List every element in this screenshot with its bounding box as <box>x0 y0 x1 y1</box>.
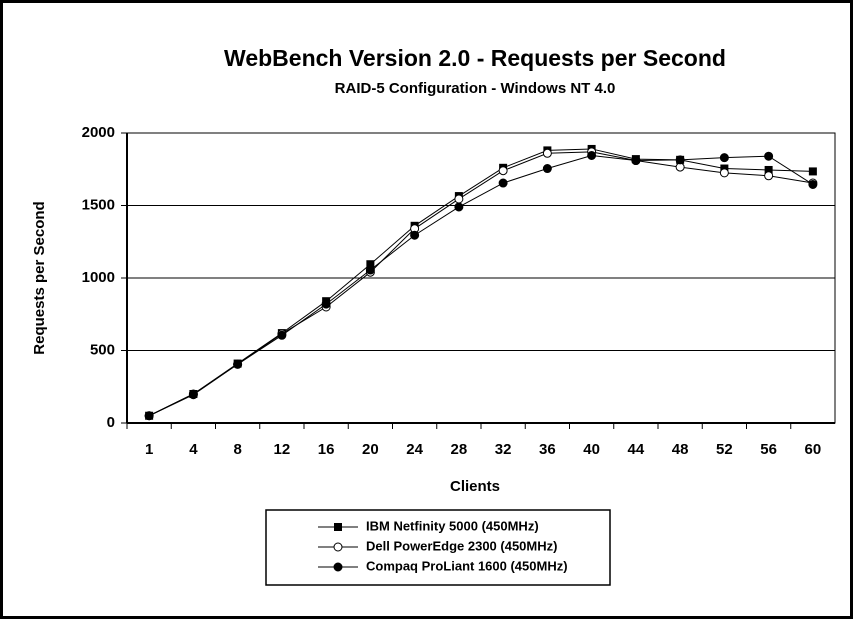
series-line <box>148 151 813 417</box>
x-tick-label: 32 <box>495 441 512 458</box>
legend-marker <box>334 523 342 531</box>
x-tick-label: 48 <box>672 441 689 458</box>
x-tick-label: 20 <box>362 441 379 458</box>
legend-marker <box>333 542 343 552</box>
y-tick-label: 1000 <box>82 269 115 286</box>
data-point <box>498 166 508 176</box>
x-tick-label: 16 <box>318 441 335 458</box>
data-point <box>808 167 817 176</box>
x-tick-label: 60 <box>805 441 822 458</box>
y-tick-label: 2000 <box>82 124 115 141</box>
x-tick-label: 28 <box>451 441 468 458</box>
data-point <box>498 178 508 188</box>
x-tick-label: 52 <box>716 441 733 458</box>
data-point <box>808 179 818 189</box>
y-tick-label: 500 <box>90 341 115 358</box>
data-point <box>542 164 552 174</box>
legend-marker <box>333 562 343 572</box>
data-point <box>365 265 375 275</box>
chart-title: WebBench Version 2.0 - Requests per Seco… <box>224 45 726 71</box>
chart-subtitle: RAID-5 Configuration - Windows NT 4.0 <box>335 80 616 97</box>
y-tick-label: 0 <box>107 414 115 431</box>
x-tick-label: 8 <box>233 441 241 458</box>
data-point <box>764 151 774 161</box>
data-point <box>454 194 464 204</box>
data-point <box>366 260 375 269</box>
series-line <box>148 154 814 417</box>
legend-label: IBM Netfinity 5000 (450MHz) <box>366 518 539 533</box>
x-tick-label: 56 <box>760 441 777 458</box>
data-point <box>675 155 685 165</box>
data-point <box>719 153 729 163</box>
data-point <box>542 148 552 158</box>
series-line <box>148 148 813 417</box>
x-tick-label: 24 <box>406 441 423 458</box>
data-point <box>719 168 729 178</box>
legend-label: Dell PowerEdge 2300 (450MHz) <box>366 538 557 553</box>
data-point <box>188 390 198 400</box>
x-tick-label: 36 <box>539 441 556 458</box>
data-point <box>587 150 597 160</box>
y-axis-label: Requests per Second <box>31 201 48 354</box>
data-point <box>321 299 331 309</box>
x-tick-label: 4 <box>189 441 198 458</box>
data-point <box>631 156 641 166</box>
data-point <box>764 165 773 174</box>
data-point <box>410 230 420 240</box>
x-tick-label: 44 <box>628 441 645 458</box>
x-tick-label: 40 <box>583 441 600 458</box>
y-tick-label: 1500 <box>82 196 115 213</box>
x-axis-label: Clients <box>450 478 500 495</box>
data-point <box>233 359 243 369</box>
data-point <box>454 202 464 212</box>
data-point <box>144 411 154 421</box>
x-tick-label: 12 <box>274 441 291 458</box>
x-tick-label: 1 <box>145 441 153 458</box>
legend-label: Compaq ProLiant 1600 (450MHz) <box>366 558 568 573</box>
data-point <box>764 171 774 181</box>
data-point <box>277 330 287 340</box>
